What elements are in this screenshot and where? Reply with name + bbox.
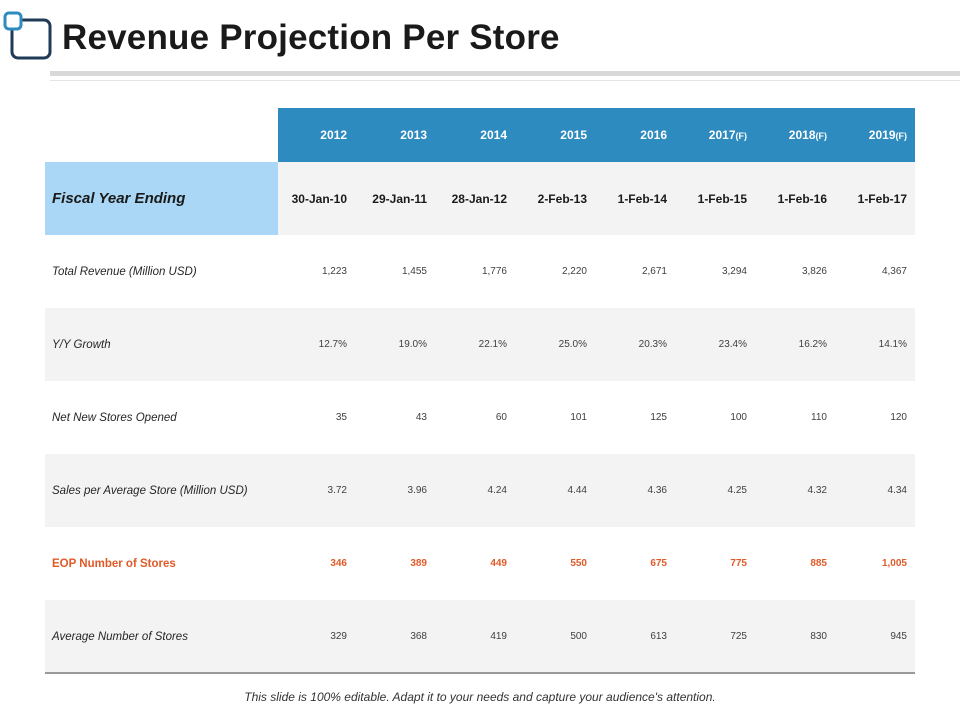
table-cell: 500 — [515, 600, 595, 673]
row-label: EOP Number of Stores — [52, 557, 176, 570]
table-cell: 25.0% — [515, 308, 595, 381]
table-cell: 125 — [650, 412, 667, 423]
row-label: Y/Y Growth — [45, 308, 278, 381]
table-cell: 22.1% — [435, 308, 515, 381]
table-bottom-border — [45, 672, 915, 674]
table-cell: 4,367 — [881, 266, 907, 277]
table-cell: 389 — [410, 558, 427, 569]
year-header-cell: 2016 — [595, 108, 675, 162]
fiscal-year-cell: 1-Feb-14 — [595, 162, 675, 235]
table-cell: 16.2% — [755, 308, 835, 381]
table-cell: 613 — [595, 600, 675, 673]
table-cell: 12.7% — [278, 308, 355, 381]
table-cell: 120 — [890, 412, 907, 423]
year-header-cell: 2017(F) — [675, 108, 755, 162]
table-cell: 35 — [335, 412, 347, 423]
table-cell: 675 — [650, 558, 667, 569]
table-cell: 4.36 — [595, 454, 675, 527]
table-cell: 1,455 — [401, 266, 427, 277]
header-corner-cell — [45, 108, 278, 162]
table-cell: 3,826 — [801, 266, 827, 277]
yy-growth-row: Y/Y Growth 12.7% 19.0% 22.1% 25.0% 20.3%… — [45, 308, 915, 381]
row-label: Total Revenue (Million USD) — [52, 265, 197, 278]
year-header-cell: 2012 — [278, 108, 355, 162]
sales-per-store-row: Sales per Average Store (Million USD) 3.… — [45, 454, 915, 527]
title-divider — [50, 71, 960, 76]
table-cell: 23.4% — [675, 308, 755, 381]
table-cell: 449 — [490, 558, 507, 569]
year-header-cell: 2015 — [515, 108, 595, 162]
page-title: Revenue Projection Per Store — [62, 18, 560, 57]
table-cell: 419 — [435, 600, 515, 673]
eop-stores-row: EOP Number of Stores 346 389 449 550 675… — [45, 527, 915, 600]
table-cell: 3,294 — [721, 266, 747, 277]
table-cell: 346 — [330, 558, 347, 569]
table-cell: 4.34 — [835, 454, 915, 527]
table-cell: 3.72 — [278, 454, 355, 527]
table-cell: 1,776 — [481, 266, 507, 277]
table-cell: 1,005 — [881, 558, 907, 569]
table-cell: 368 — [355, 600, 435, 673]
table-cell: 2,220 — [561, 266, 587, 277]
title-divider-thin — [50, 80, 960, 81]
fiscal-year-cell: 28-Jan-12 — [435, 162, 515, 235]
table-cell: 101 — [570, 412, 587, 423]
fiscal-year-cell: 30-Jan-10 — [278, 162, 355, 235]
table-cell: 4.44 — [515, 454, 595, 527]
fiscal-year-cell: 1-Feb-17 — [835, 162, 915, 235]
table-cell: 60 — [495, 412, 507, 423]
row-label: Net New Stores Opened — [52, 411, 177, 424]
table-cell: 19.0% — [355, 308, 435, 381]
table-cell: 830 — [755, 600, 835, 673]
table-cell: 885 — [810, 558, 827, 569]
table-cell: 110 — [811, 412, 827, 423]
row-label: Sales per Average Store (Million USD) — [45, 454, 278, 527]
table-cell: 4.25 — [675, 454, 755, 527]
footer-note: This slide is 100% editable. Adapt it to… — [244, 690, 716, 704]
table-cell: 725 — [675, 600, 755, 673]
table-cell: 14.1% — [835, 308, 915, 381]
fiscal-year-cell: 1-Feb-15 — [675, 162, 755, 235]
row-label: Average Number of Stores — [45, 600, 278, 673]
fiscal-year-cell: 29-Jan-11 — [355, 162, 435, 235]
table-cell: 1,223 — [321, 266, 347, 277]
fiscal-year-cell: 1-Feb-16 — [755, 162, 835, 235]
table-cell: 775 — [730, 558, 747, 569]
year-header-cell: 2018(F) — [755, 108, 835, 162]
revenue-projection-table: 2012 2013 2014 2015 2016 2017(F) 2018(F)… — [45, 108, 915, 673]
year-header-row: 2012 2013 2014 2015 2016 2017(F) 2018(F)… — [45, 108, 915, 162]
average-stores-row: Average Number of Stores 329 368 419 500… — [45, 600, 915, 673]
table-cell: 43 — [415, 412, 427, 423]
fiscal-year-ending-label: Fiscal Year Ending — [45, 162, 278, 235]
rounded-squares-logo-icon — [3, 11, 52, 60]
table-cell: 100 — [730, 412, 747, 423]
table-cell: 4.32 — [755, 454, 835, 527]
total-revenue-row: Total Revenue (Million USD) 1,223 1,455 … — [45, 235, 915, 308]
year-header-cell: 2014 — [435, 108, 515, 162]
net-new-stores-row: Net New Stores Opened 35 43 60 101 125 1… — [45, 381, 915, 454]
fiscal-year-cell: 2-Feb-13 — [515, 162, 595, 235]
table-cell: 3.96 — [355, 454, 435, 527]
fiscal-year-ending-row: Fiscal Year Ending 30-Jan-10 29-Jan-11 2… — [45, 162, 915, 235]
table-cell: 20.3% — [595, 308, 675, 381]
table-cell: 550 — [570, 558, 587, 569]
year-header-cell: 2019(F) — [835, 108, 915, 162]
table-cell: 4.24 — [435, 454, 515, 527]
table-cell: 945 — [835, 600, 915, 673]
year-header-cell: 2013 — [355, 108, 435, 162]
table-cell: 2,671 — [641, 266, 667, 277]
table-cell: 329 — [278, 600, 355, 673]
